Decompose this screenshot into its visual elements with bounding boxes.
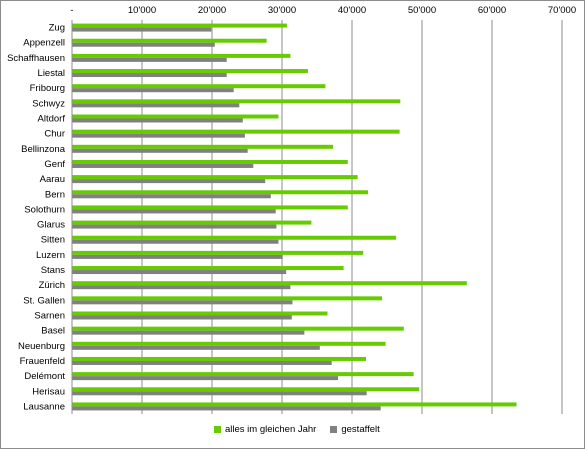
bar-series-2	[72, 224, 277, 229]
y-category-label: Liestal	[38, 68, 65, 79]
y-category-label: Aarau	[40, 174, 65, 185]
x-tick-label: -	[70, 5, 73, 16]
y-category-label: Lausanne	[23, 401, 65, 412]
bar-series-1	[72, 402, 517, 407]
y-category-label: Genf	[44, 159, 65, 170]
bar-series-1	[72, 235, 397, 240]
bar-series-1	[72, 311, 328, 316]
y-category-label: Delémont	[24, 371, 65, 382]
bar-series-1	[72, 159, 348, 164]
y-category-label: Luzern	[36, 250, 65, 261]
legend-label-series-1: alles im gleichen Jahr	[225, 424, 317, 435]
bar-series-2	[72, 300, 293, 305]
legend-item-series-1: alles im gleichen Jahr	[214, 424, 316, 435]
x-tick-label: 70'000	[548, 5, 576, 16]
bar-series-2	[72, 345, 320, 350]
bar-series-2	[72, 88, 234, 93]
y-category-label: Schwyz	[32, 98, 65, 109]
bar-series-2	[72, 148, 248, 153]
bar-series-1	[72, 372, 414, 377]
bar-series-2	[72, 163, 254, 168]
bar-series-1	[72, 144, 334, 149]
bar-series-2	[72, 239, 279, 244]
y-category-label: Sitten	[41, 235, 65, 246]
bar-series-2	[72, 330, 305, 335]
bar-series-1	[72, 190, 369, 195]
y-category-label: Basel	[41, 326, 65, 337]
bar-series-1	[72, 220, 312, 225]
y-category-label: Fribourg	[30, 83, 65, 94]
y-category-label: Stans	[41, 265, 66, 276]
y-category-label: Neuenburg	[18, 341, 65, 352]
bar-series-1	[72, 38, 267, 43]
bar-series-2	[72, 285, 291, 290]
bar-series-1	[72, 129, 400, 134]
bar-series-1	[72, 205, 348, 210]
legend-swatch-series-2	[330, 426, 338, 433]
bar-series-2	[72, 179, 266, 184]
bar-series-1	[72, 250, 364, 255]
y-category-label: Appenzell	[23, 38, 65, 49]
y-category-label: Schaffhausen	[7, 53, 65, 64]
bar-series-2	[72, 254, 283, 259]
bar-series-2	[72, 391, 367, 396]
bar-series-2	[72, 194, 271, 199]
bar-series-1	[72, 69, 308, 74]
bar-series-2	[72, 57, 227, 62]
bar-series-1	[72, 387, 420, 392]
x-tick-label: 50'000	[408, 5, 436, 16]
bar-series-2	[72, 406, 381, 411]
bar-series-2	[72, 42, 215, 47]
bar-series-1	[72, 281, 467, 286]
bar-series-2	[72, 360, 332, 365]
bar-series-1	[72, 175, 358, 180]
x-tick-label: 20'000	[198, 5, 226, 16]
bar-series-2	[72, 27, 212, 32]
y-category-label: Bellinzona	[21, 144, 66, 155]
legend-label-series-2: gestaffelt	[341, 424, 380, 435]
bar-series-1	[72, 53, 291, 58]
y-category-label: Zug	[49, 23, 65, 34]
x-tick-label: 40'000	[338, 5, 366, 16]
bar-series-2	[72, 103, 240, 108]
bar-series-2	[72, 270, 287, 275]
bar-series-1	[72, 341, 386, 346]
x-tick-label: 10'000	[128, 5, 156, 16]
bar-series-1	[72, 84, 326, 89]
bar-series-1	[72, 23, 287, 28]
y-category-label: Frauenfeld	[20, 356, 65, 367]
y-category-label: St. Gallen	[23, 295, 65, 306]
y-category-label: Zürich	[39, 280, 65, 291]
y-category-label: Bern	[45, 189, 65, 200]
bar-series-2	[72, 315, 292, 320]
bar-series-2	[72, 133, 245, 138]
bar-series-1	[72, 356, 366, 361]
bar-series-2	[72, 118, 243, 123]
bar-series-1	[72, 326, 404, 331]
legend-swatch-series-1	[214, 426, 221, 433]
y-category-label: Herisau	[32, 386, 65, 397]
y-category-label: Altdorf	[38, 114, 66, 125]
y-category-label: Chur	[44, 129, 65, 140]
x-tick-label: 60'000	[478, 5, 506, 16]
legend-item-series-2: gestaffelt	[330, 424, 380, 435]
bar-series-1	[72, 296, 383, 301]
bar-series-2	[72, 73, 227, 78]
bar-series-2	[72, 209, 276, 214]
x-tick-label: 30'000	[268, 5, 296, 16]
y-category-label: Glarus	[37, 220, 65, 231]
y-category-label: Sarnen	[34, 311, 65, 322]
bar-series-1	[72, 99, 401, 104]
legend: alles im gleichen Jahr gestaffelt	[214, 424, 380, 435]
bar-series-1	[72, 114, 279, 119]
y-category-label: Solothurn	[24, 204, 65, 215]
bar-series-1	[72, 266, 344, 271]
bar-series-2	[72, 376, 338, 381]
